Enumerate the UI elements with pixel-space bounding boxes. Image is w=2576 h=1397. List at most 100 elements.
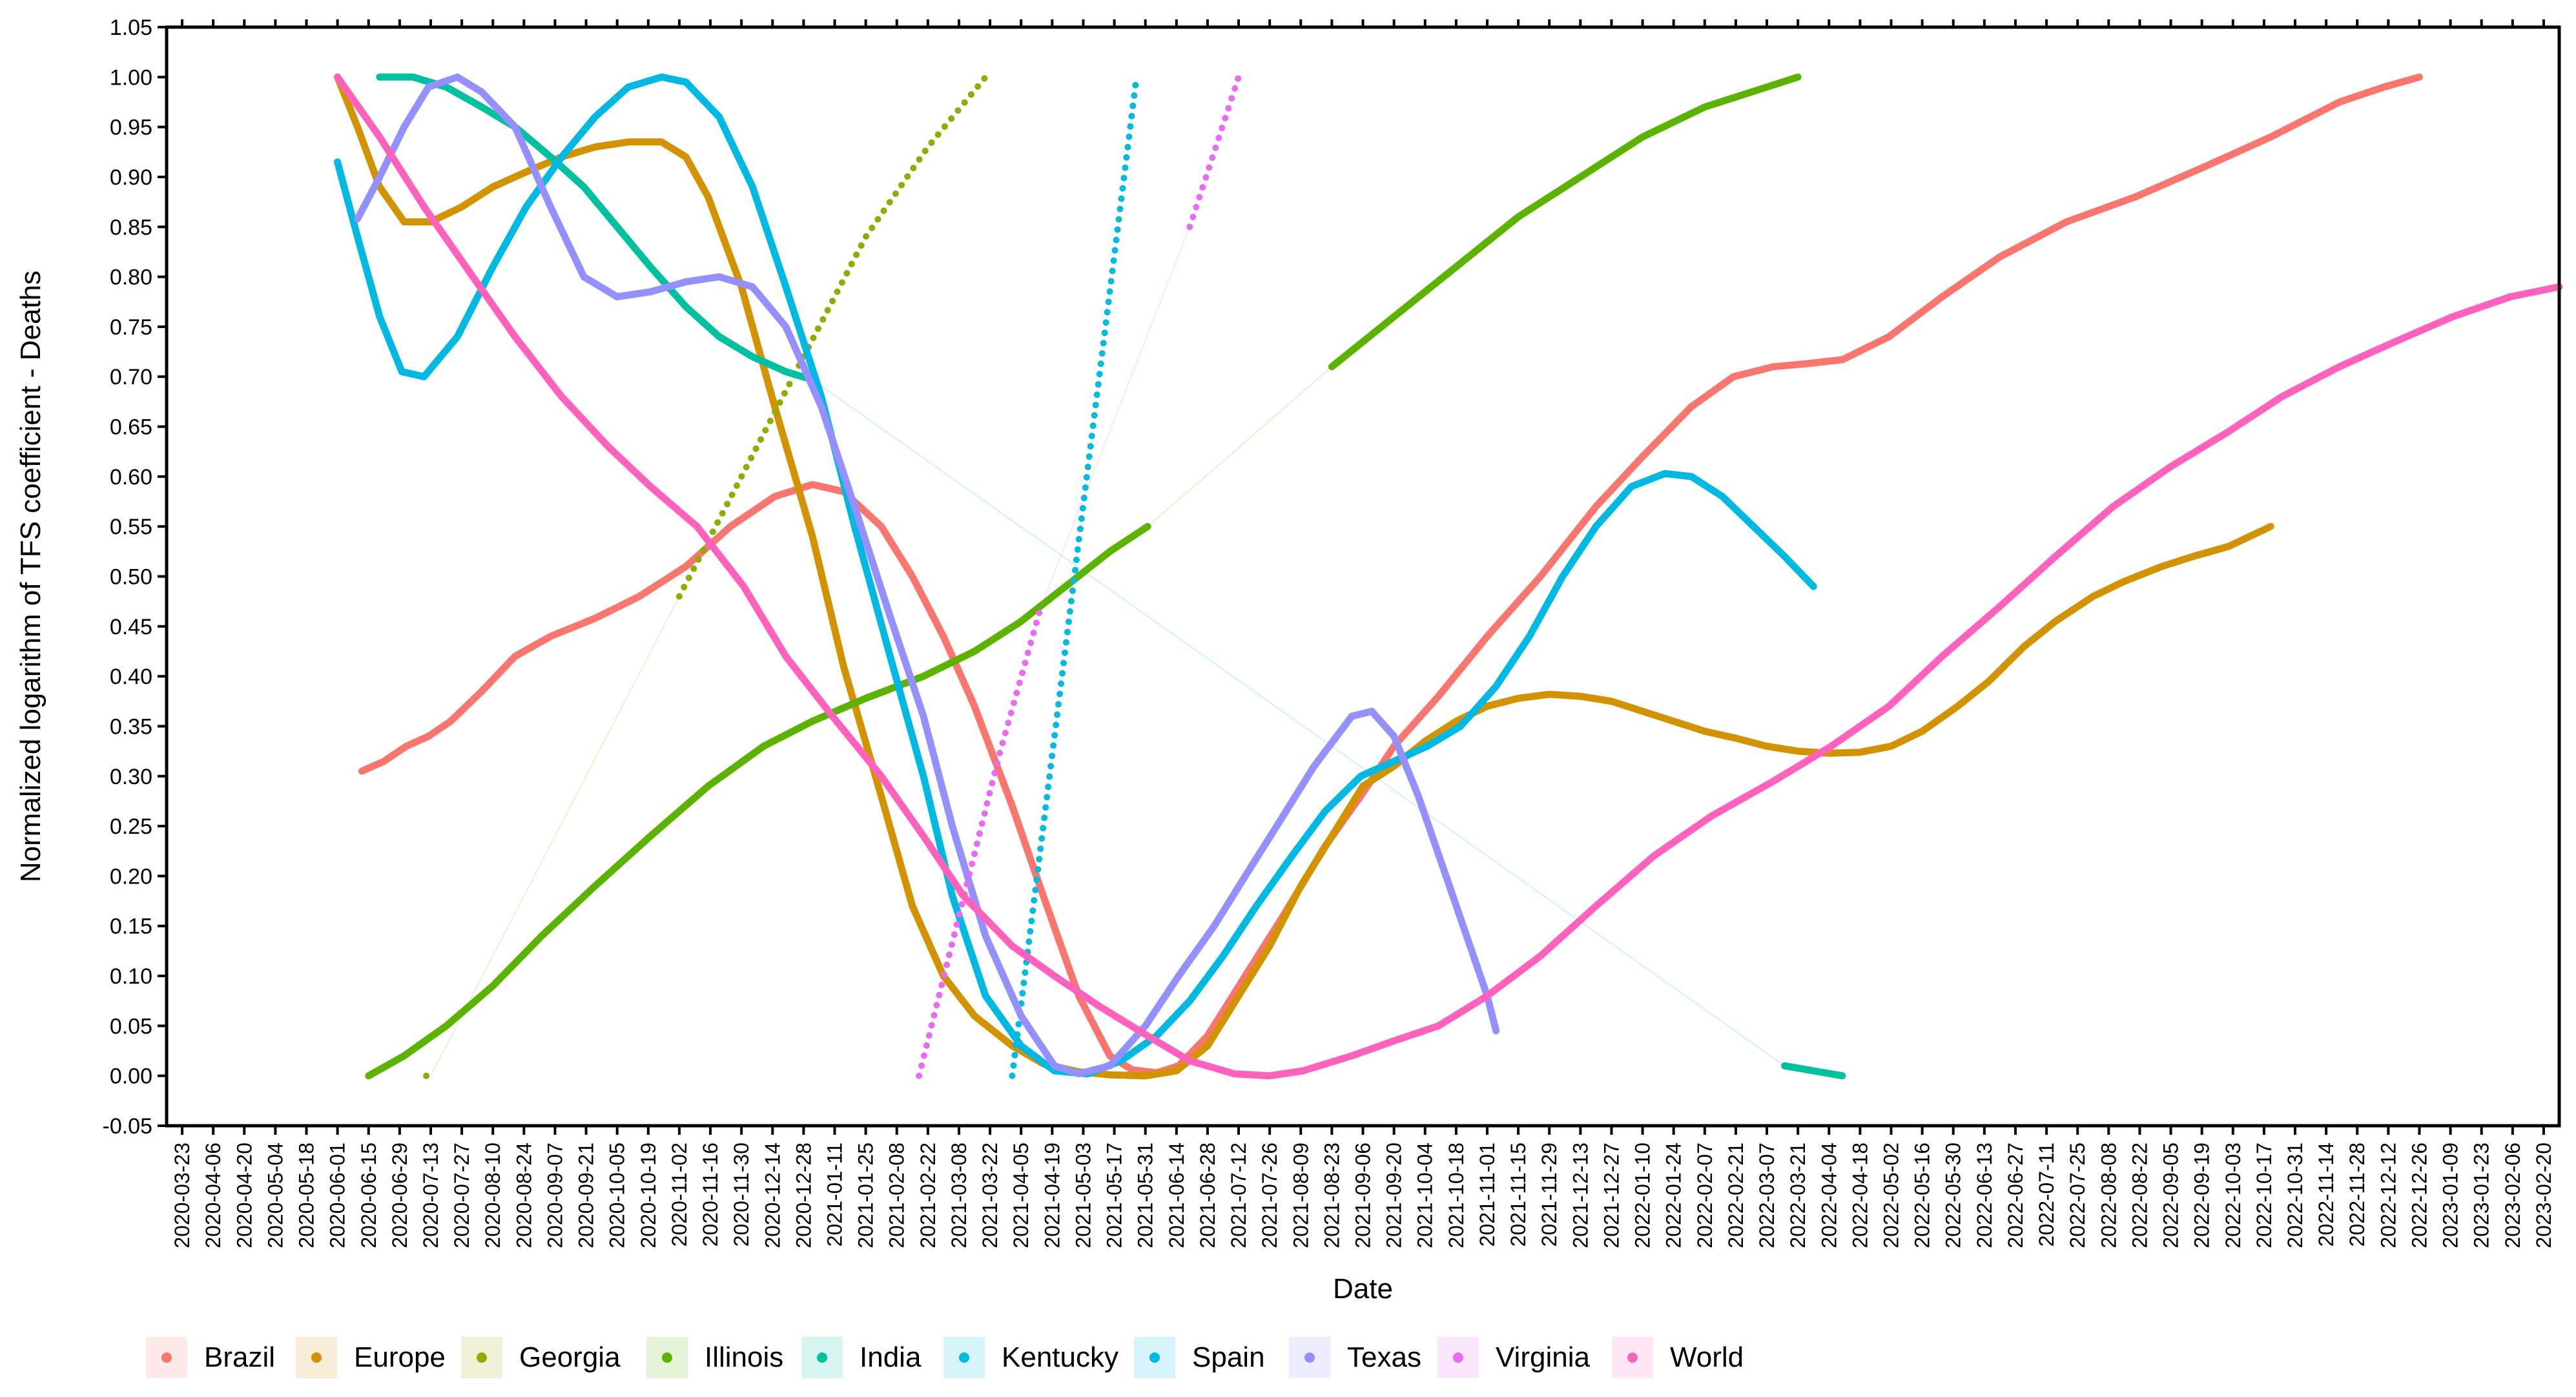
x-tick-label: 2022-08-22 [2128,1143,2151,1248]
x-tick-label: 2021-05-17 [1103,1143,1126,1248]
x-tick-label: 2022-09-19 [2190,1143,2214,1248]
legend-label-spain: Spain [1192,1341,1265,1373]
series-line [354,73,1500,1078]
x-tick-label: 2021-05-03 [1071,1143,1095,1248]
series-world [334,73,2563,1080]
series-kentucky [1009,74,1140,1079]
x-tick-label: 2021-09-06 [1352,1143,1375,1248]
x-tick-label: 2021-04-05 [1009,1143,1033,1248]
x-tick-label: 2022-10-17 [2252,1143,2276,1248]
series-line [1040,226,1191,607]
x-tick-label: 2022-11-28 [2345,1143,2369,1247]
x-tick-label: 2020-05-04 [263,1143,287,1248]
y-axis-title: Normalized logarithm of TFS coefficient … [15,271,46,882]
y-tick-label: 0.40 [110,665,152,689]
axes-layer: 1.05 1.00 0.95 0.90 0.85 0.80 0.75 0.70 0.65 0.60… [103,16,2555,1248]
x-tick-label: 2020-06-15 [357,1143,380,1248]
x-tick-label: 2021-03-22 [978,1143,1002,1248]
x-tick-label: 2021-11-15 [1507,1143,1530,1247]
x-tick-label: 2021-06-14 [1165,1143,1188,1248]
x-tick-label: 2021-12-13 [1569,1143,1592,1248]
x-tick-label: 2020-11-02 [668,1143,691,1247]
series-line [334,73,2563,1080]
y-tick-label: 0.25 [110,814,152,839]
legend-key-dot [477,1352,487,1363]
y-tick-label: 0.20 [110,864,152,889]
legend-label-india: India [860,1341,922,1373]
x-tick-label: 2021-06-28 [1196,1143,1219,1248]
x-tick-label: 2022-03-21 [1786,1143,1809,1248]
series-line [430,595,680,1077]
x-tick-label: 2021-09-20 [1383,1143,1406,1248]
y-tick-label: 0.10 [110,964,152,989]
x-tick-label: 2021-10-18 [1445,1143,1468,1248]
legend-label-virginia: Virginia [1496,1341,1590,1373]
x-tick-label: 2023-02-20 [2532,1143,2555,1248]
x-tick-label: 2022-05-16 [1911,1143,1934,1248]
legend-label-illinois: Illinois [705,1341,783,1373]
x-tick-label: 2022-12-12 [2376,1143,2400,1248]
series-spain [334,73,1817,1078]
series-line [1147,366,1333,528]
y-tick-label: 0.90 [110,165,152,190]
x-tick-label: 2020-09-07 [543,1143,566,1248]
x-tick-label: 2021-02-08 [885,1143,909,1248]
legend-label-georgia: Georgia [519,1341,621,1373]
x-tick-label: 2020-09-21 [575,1143,598,1248]
x-tick-label: 2021-08-09 [1289,1143,1312,1248]
legend-key-dot [1453,1352,1463,1363]
x-tick-label: 2020-04-06 [201,1143,225,1248]
x-axis-title: Date [1333,1273,1393,1305]
x-tick-label: 2020-11-16 [699,1143,722,1247]
x-tick-label: 2022-07-11 [2035,1143,2058,1247]
y-tick-label: 0.35 [110,714,152,739]
x-tick-label: 2021-08-23 [1320,1143,1343,1248]
x-tick-label: 2022-05-30 [1942,1143,1965,1248]
x-tick-label: 2021-11-29 [1538,1143,1561,1247]
x-tick-label: 2021-07-12 [1227,1143,1250,1248]
legend-key-dot [311,1352,322,1363]
y-tick-label: 0.30 [110,765,152,789]
series-texas [354,73,1500,1078]
y-tick-label: 0.60 [110,465,152,490]
y-tick-label: 0.45 [110,615,152,639]
series-layer [334,73,2563,1080]
x-tick-label: 2021-11-01 [1476,1143,1499,1247]
x-tick-label: 2020-10-19 [637,1143,660,1248]
x-tick-label: 2021-04-19 [1040,1143,1064,1248]
x-tick-label: 2023-02-06 [2501,1143,2524,1248]
y-tick-label: 0.15 [110,915,152,939]
legend-label-brazil: Brazil [204,1341,275,1373]
legend-key-dot [817,1352,827,1363]
legend: Brazil Europe Georgia Illinois India Kentucky… [146,1337,1744,1378]
x-tick-label: 2021-03-08 [947,1143,971,1248]
y-tick-label: 1.00 [110,65,152,90]
x-tick-label: 2022-10-31 [2283,1143,2307,1248]
x-tick-label: 2020-12-14 [761,1143,784,1248]
series-line [1781,1062,1846,1080]
series-virginia [916,74,1242,1079]
y-tick-label: 0.80 [110,265,152,290]
x-tick-label: 2020-06-01 [326,1143,349,1248]
series-illinois [365,73,1802,1080]
legend-label-world: World [1670,1341,1744,1373]
x-tick-label: 2023-01-09 [2439,1143,2462,1248]
y-tick-label: 0.50 [110,565,152,590]
y-tick-label: 1.05 [110,16,152,40]
y-tick-label: 0.70 [110,365,152,389]
y-tick-label: 0.65 [110,415,152,440]
legend-key-dot [662,1352,672,1363]
x-tick-label: 2022-12-26 [2407,1143,2431,1248]
x-tick-label: 2021-05-31 [1134,1143,1157,1248]
legend-key-dot [1627,1352,1638,1363]
series-georgia [423,74,989,1079]
x-tick-label: 2020-07-13 [419,1143,442,1248]
x-tick-label: 2020-11-30 [730,1143,753,1247]
x-tick-label: 2022-02-07 [1693,1143,1716,1248]
x-tick-label: 2022-01-24 [1662,1143,1685,1248]
x-tick-label: 2021-01-11 [823,1143,847,1247]
legend-key-dot [1149,1352,1160,1363]
series-line [812,378,1786,1067]
